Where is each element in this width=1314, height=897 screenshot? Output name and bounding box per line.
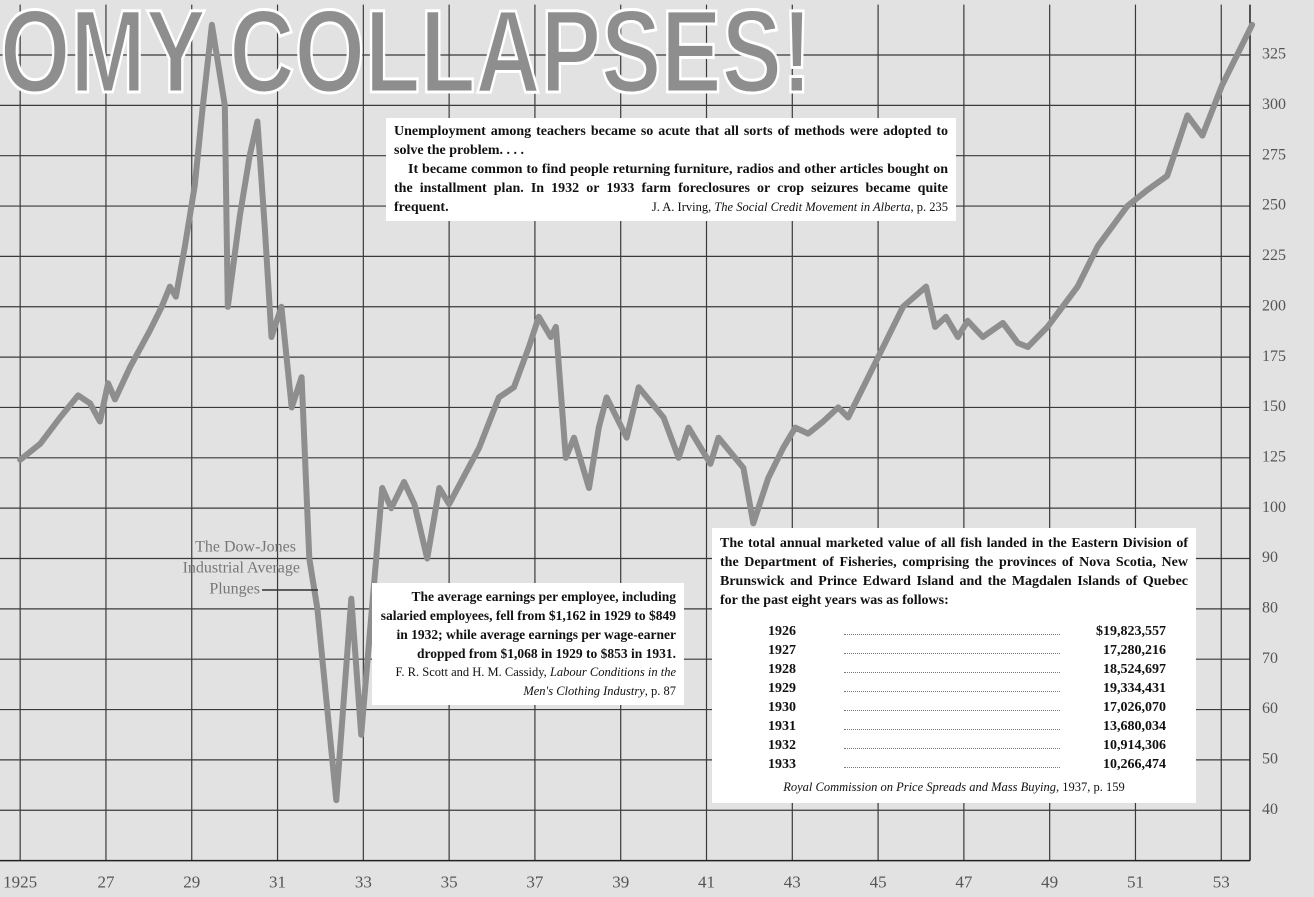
fish-value: 10,266,474: [1066, 755, 1166, 774]
chart-title: OMY COLLAPSES!: [0, 0, 812, 118]
y-tick-label: 100: [1262, 499, 1286, 516]
fish-row: 1927 17,280,216: [768, 641, 1166, 660]
source-author: J. A. Irving,: [652, 200, 711, 214]
y-tick-label: 50: [1262, 751, 1278, 768]
fish-value: 17,026,070: [1066, 698, 1166, 717]
quote-box: The average earnings per employee, inclu…: [372, 583, 684, 705]
quote-source: J. A. Irving, The Social Credit Movement…: [394, 198, 948, 217]
x-tick-label: 31: [269, 873, 286, 892]
fish-row: 1931 13,680,034: [768, 717, 1166, 736]
source-work: The Social Credit Movement in Alberta: [714, 200, 910, 214]
y-tick-label: 250: [1262, 197, 1286, 214]
annotation: Industrial Average: [183, 560, 300, 577]
x-tick-label: 51: [1127, 873, 1144, 892]
fish-row: 1929 19,334,431: [768, 679, 1166, 698]
page: 325 300 275 250 225 200 175 150 125 100 90 80 70 60 50…: [0, 0, 1314, 897]
annotation: The Dow-Jones: [195, 539, 296, 556]
source-page: , p. 87: [645, 684, 676, 698]
fish-row: 1928 18,524,697: [768, 660, 1166, 679]
fish-table: 1926 $19,823,557 1927 17,280,216 1928 18,524,…: [768, 622, 1166, 774]
y-tick-label: 225: [1262, 247, 1286, 264]
quote-box: Unemployment among teachers became so ac…: [386, 118, 956, 221]
x-tick-label: 49: [1041, 873, 1058, 892]
fish-row: 1926 $19,823,557: [768, 622, 1166, 641]
y-tick-label: 175: [1262, 348, 1286, 365]
fish-box: The total annual marketed value of all f…: [712, 528, 1196, 803]
x-tick-label: 43: [784, 873, 801, 892]
fish-source: Royal Commission on Price Spreads and Ma…: [720, 778, 1188, 797]
source-author: F. R. Scott and H. M. Cassidy,: [395, 665, 546, 679]
leader-dots: [844, 634, 1060, 635]
leader-dots: [844, 672, 1060, 673]
quote-text: The average earnings per employee, inclu…: [380, 587, 676, 663]
fish-row: 1932 10,914,306: [768, 736, 1166, 755]
source-work: Royal Commission on Price Spreads and Ma…: [783, 780, 1056, 794]
fish-year: 1926: [768, 622, 838, 641]
fish-year: 1933: [768, 755, 838, 774]
quote-source: F. R. Scott and H. M. Cassidy, Labour Co…: [380, 663, 676, 701]
y-tick-label: 80: [1262, 600, 1278, 617]
fish-value: $19,823,557: [1066, 622, 1166, 641]
fish-value: 18,524,697: [1066, 660, 1166, 679]
fish-value: 19,334,431: [1066, 679, 1166, 698]
fish-intro: The total annual marketed value of all f…: [720, 534, 1188, 610]
y-tick-label: 60: [1262, 700, 1278, 717]
source-page: , 1937, p. 159: [1056, 780, 1125, 794]
leader-dots: [844, 767, 1060, 768]
x-tick-label: 33: [355, 873, 372, 892]
fish-year: 1929: [768, 679, 838, 698]
quote-text: Unemployment among teachers became so ac…: [394, 122, 948, 160]
leader-dots: [844, 748, 1060, 749]
x-tick-label: 41: [698, 873, 715, 892]
y-tick-label: 200: [1262, 297, 1286, 314]
fish-value: 17,280,216: [1066, 641, 1166, 660]
leader-dots: [844, 691, 1060, 692]
fish-year: 1930: [768, 698, 838, 717]
fish-year: 1928: [768, 660, 838, 679]
fish-year: 1931: [768, 717, 838, 736]
annotation: Plunges: [209, 581, 260, 598]
y-tick-label: 300: [1262, 96, 1286, 113]
y-tick-label: 90: [1262, 549, 1278, 566]
y-tick-label: 70: [1262, 650, 1278, 667]
leader-dots: [844, 653, 1060, 654]
y-tick-label: 325: [1262, 46, 1286, 63]
x-tick-label: 53: [1213, 873, 1230, 892]
leader-dots: [844, 729, 1060, 730]
y-tick-label: 150: [1262, 398, 1286, 415]
x-tick-label: 35: [441, 873, 458, 892]
fish-row: 1933 10,266,474: [768, 755, 1166, 774]
x-tick-label: 47: [955, 873, 973, 892]
fish-year: 1932: [768, 736, 838, 755]
fish-value: 13,680,034: [1066, 717, 1166, 736]
x-tick-label: 29: [183, 873, 200, 892]
fish-row: 1930 17,026,070: [768, 698, 1166, 717]
x-tick-label: 37: [526, 873, 544, 892]
x-tick-label: 1925: [3, 873, 37, 892]
x-tick-label: 27: [97, 873, 115, 892]
y-tick-label: 40: [1262, 801, 1278, 818]
y-tick-label: 125: [1262, 448, 1286, 465]
leader-dots: [844, 710, 1060, 711]
x-tick-label: 39: [612, 873, 629, 892]
x-tick-label: 45: [870, 873, 887, 892]
source-page: , p. 235: [911, 200, 949, 214]
fish-value: 10,914,306: [1066, 736, 1166, 755]
y-tick-label: 275: [1262, 146, 1286, 163]
fish-year: 1927: [768, 641, 838, 660]
